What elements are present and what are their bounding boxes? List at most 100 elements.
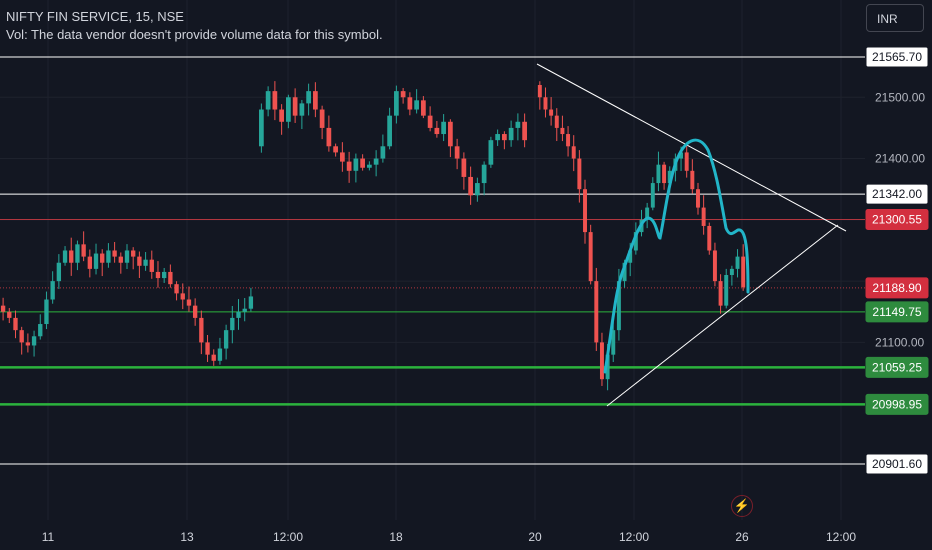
lightning-bolt-icon[interactable]: ⚡: [731, 495, 753, 517]
candle-body: [729, 268, 734, 275]
candle-body: [50, 281, 55, 300]
chart-drawings: [536, 63, 847, 407]
candle-body: [81, 244, 86, 257]
candle-body: [656, 164, 661, 184]
candle-body: [633, 232, 638, 251]
candle-body: [272, 91, 278, 110]
candle-body: [679, 152, 684, 159]
candle-body: [0, 305, 6, 312]
candlestick-series: [0, 81, 746, 391]
candle-body: [223, 330, 229, 349]
candle-body: [468, 176, 473, 196]
candle-body: [319, 109, 325, 128]
candle-body: [7, 311, 12, 318]
candle-body: [265, 91, 271, 110]
candle-body: [712, 250, 717, 282]
time-axis: 11 13 12:00 18 20 12:00 26 12:00: [42, 530, 857, 544]
candle-body: [622, 262, 627, 282]
candle-body: [199, 317, 204, 343]
candle-body: [19, 330, 24, 343]
price-badge-label: 21059.25: [872, 360, 922, 374]
time-tick-label: 12:00: [826, 530, 856, 544]
candle-body: [571, 146, 576, 159]
candle-body: [577, 158, 582, 190]
candle-body: [735, 256, 740, 269]
candle-body: [707, 225, 712, 251]
candle-body: [461, 158, 467, 177]
price-badge: [865, 301, 929, 323]
candle-body: [427, 115, 433, 128]
time-tick-label: 11: [42, 530, 55, 544]
price-badge: [865, 356, 929, 378]
time-tick-label: 12:00: [619, 530, 649, 544]
candle-body: [554, 115, 559, 128]
candle-body: [645, 207, 650, 220]
candle-body: [367, 164, 372, 168]
candle-body: [326, 127, 332, 147]
price-level-lines: [0, 56, 865, 465]
candle-body: [696, 189, 700, 208]
candle-body: [137, 256, 142, 266]
candle-body: [380, 146, 386, 159]
candle-body: [333, 146, 338, 153]
candle-body: [211, 354, 216, 361]
candle-body: [594, 281, 599, 343]
candle-body: [387, 115, 392, 147]
head-and-shoulders-outline: [603, 138, 750, 374]
candle-body: [192, 305, 198, 318]
time-tick-label: 26: [735, 530, 749, 544]
time-tick-label: 13: [180, 530, 194, 544]
candle-body: [414, 100, 419, 110]
candle-body: [242, 308, 247, 312]
candle-body: [515, 121, 521, 128]
volume-note: Vol: The data vendor doesn't provide vol…: [6, 27, 383, 42]
candle-body: [346, 161, 352, 171]
time-tick-label: 18: [389, 530, 403, 544]
candle-body: [537, 85, 542, 98]
candle-body: [217, 348, 223, 361]
price-badge-label: 21149.75: [872, 305, 921, 319]
candle-body: [549, 109, 554, 116]
candle-body: [611, 330, 616, 355]
price-badge: [865, 277, 929, 299]
candle-body: [75, 244, 80, 263]
candle-body: [701, 207, 706, 226]
candle-body: [434, 127, 440, 135]
trendline-lower: [606, 224, 839, 407]
candle-body: [400, 91, 406, 98]
candle-body: [495, 134, 500, 141]
candle-body: [286, 97, 291, 122]
candle-body: [236, 311, 241, 318]
candle-body: [279, 109, 284, 122]
price-badge: [865, 183, 929, 205]
candle-body: [522, 121, 527, 141]
price-tick-label: 21500.00: [875, 90, 925, 104]
candle-body: [718, 281, 723, 306]
candle-body: [131, 250, 136, 257]
chart-grid: [0, 0, 865, 520]
candle-body: [543, 97, 548, 110]
price-badge-label: 21300.55: [872, 212, 922, 226]
candle-body: [588, 232, 593, 282]
candle-body: [56, 262, 62, 282]
price-badge-label: 20901.60: [872, 457, 922, 471]
candle-body: [174, 284, 179, 294]
price-badge: [865, 453, 929, 475]
candle-body: [566, 134, 571, 147]
candle-body: [628, 250, 633, 263]
candle-body: [488, 140, 494, 165]
candle-body: [155, 271, 161, 279]
price-tick-label: 21400.00: [875, 152, 925, 166]
currency-button[interactable]: INR: [866, 4, 924, 32]
candle-body: [690, 170, 695, 190]
chart-legend: NIFTY FIN SERVICE, 15, NSE Vol: The data…: [6, 8, 383, 44]
candle-body: [118, 256, 123, 263]
candle-body: [407, 97, 413, 110]
candle-body: [373, 158, 379, 165]
candle-body: [508, 127, 514, 141]
candle-body: [149, 259, 154, 272]
candle-body: [143, 259, 148, 266]
candle-body: [25, 342, 31, 346]
candle-body: [662, 164, 667, 184]
